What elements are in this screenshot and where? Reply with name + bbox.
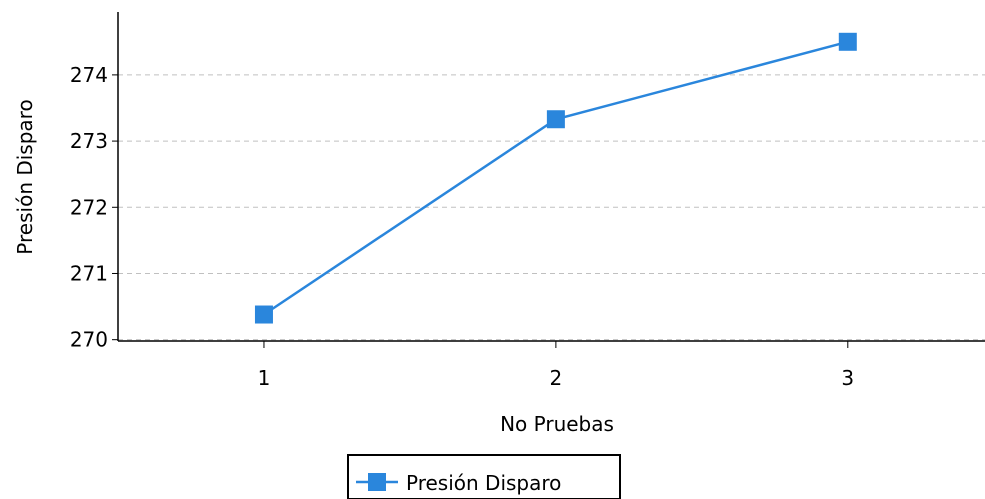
y-tick-label-4: 274 [70,63,108,87]
series-layer [254,32,857,324]
legend-series-marker [368,473,386,491]
grid-lines [118,74,985,341]
x-tick-label-0: 1 [258,366,271,390]
y-tick-label-3: 273 [70,129,108,153]
legend: Presión Disparo [347,454,621,499]
data-point-1 [254,305,273,324]
x-axis-title: No Pruebas [500,412,614,436]
y-axis-ticks: 270 271 272 273 274 [70,63,118,352]
y-axis-title: Presión Disparo [13,99,37,254]
legend-box [347,454,621,499]
data-point-2 [546,110,565,129]
y-tick-label-0: 270 [70,328,108,352]
legend-series-label: Presión Disparo [406,471,561,495]
data-point-3 [838,32,857,51]
x-tick-label-2: 3 [841,366,854,390]
y-tick-label-1: 271 [70,261,108,285]
y-tick-label-2: 272 [70,195,108,219]
x-tick-label-1: 2 [550,366,563,390]
axes [117,12,985,342]
x-axis-ticks: 1 2 3 [258,341,854,390]
